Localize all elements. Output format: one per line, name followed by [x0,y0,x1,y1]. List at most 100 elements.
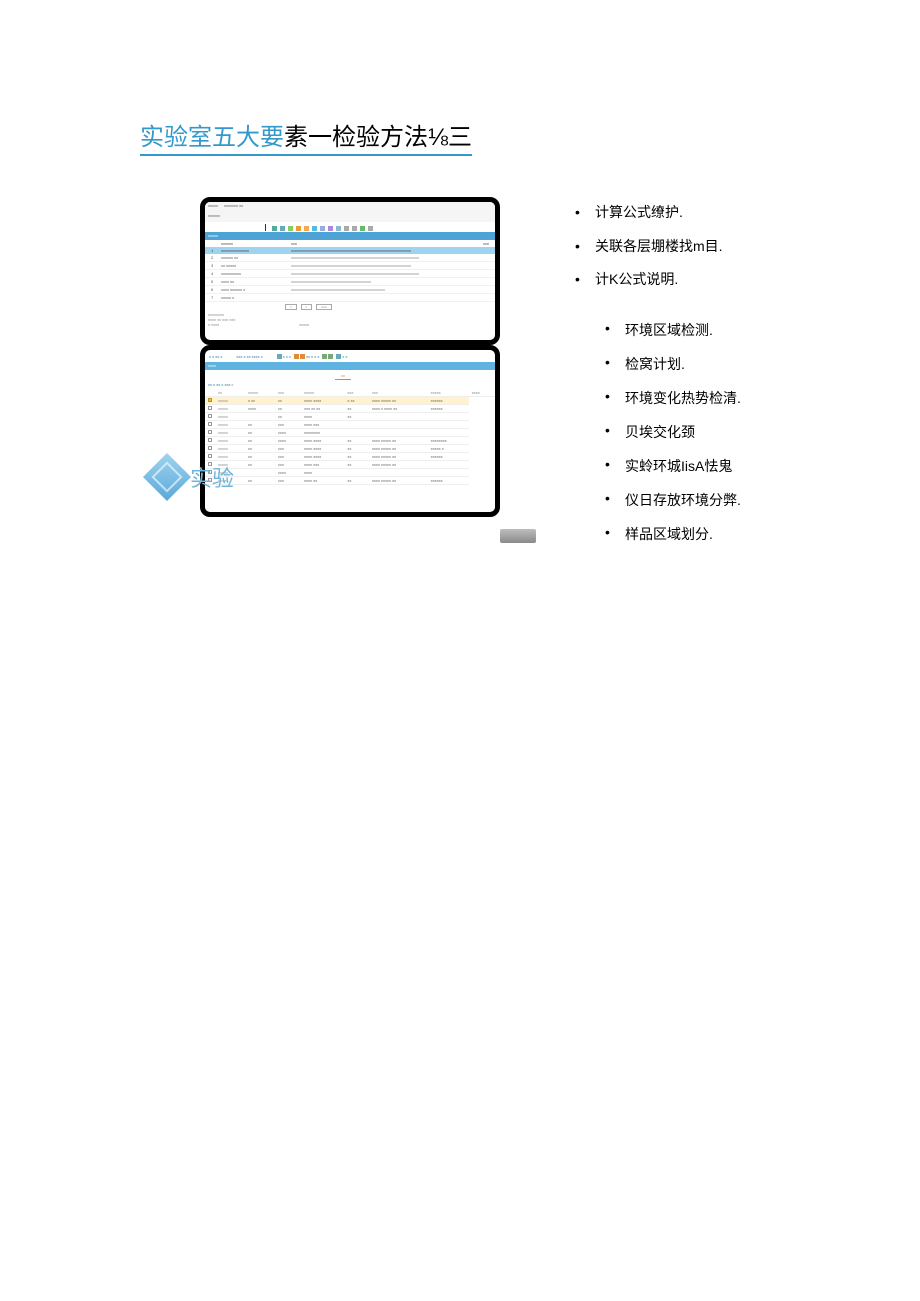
cell: xx [245,421,275,429]
toolbar-icon[interactable] [280,226,285,231]
toolbar-icon[interactable] [312,226,317,231]
breadcrumb-a: xxxxx [208,203,218,211]
section-label: xxxxx [208,233,218,238]
grid-bottom-col: xxxxx [428,389,469,397]
cell [428,469,469,477]
tb2-left[interactable]: x x xx x [209,354,222,359]
tab-active[interactable]: xx [335,372,351,380]
toolbar-icon[interactable] [296,226,301,231]
toolbar-icon[interactable] [368,226,373,231]
row-checkbox[interactable] [205,421,215,429]
grid-bottom-row[interactable]: xxxxxxxxxxxxxx xxxxxxxxx xxxxx xx [205,461,495,469]
cell: xxxxxx [428,397,469,405]
cell: xxxxxxxx [301,429,344,437]
toolbar-icon[interactable] [352,226,357,231]
grid-bottom-row[interactable]: xxxxxxxxxxxxxx xx xxxxxxxx x xxxx xxxxxx… [205,405,495,413]
breadcrumb-b: xxxxxxx xx [224,203,243,211]
tb2-icon[interactable] [328,354,333,359]
row-checkbox[interactable] [205,429,215,437]
page-title: 实验室五大要素一检验方法⅛三 [140,117,472,156]
cell: xxxx xxxxx xx [369,437,428,445]
grid-bottom-col: xxx [344,389,369,397]
grid-top-row[interactable]: 6xxxx xxxxxx xxxxxxxxxxxxxxxxxxxxxxxxxxx… [205,286,495,294]
toolbar-icon[interactable] [288,226,293,231]
cell: xxx [275,477,301,485]
btn-2[interactable]: x [301,304,313,310]
grid-top-row[interactable]: 4xxxxxxxxxxxxxxxxxxxxxxxxxxxxxxxxxxxxxxx… [205,270,495,278]
cell: xxx [275,453,301,461]
grid-bottom-col: xxxxx [245,389,275,397]
cell: xxxx xxxx [301,437,344,445]
row-checkbox[interactable] [205,397,215,405]
tb2-mid[interactable]: xxx x xx xxxx x [236,354,262,359]
cell: xxxx xxxx [301,397,344,405]
cell: xxxx xxxxx xx [369,445,428,453]
cell: xxxxxx [428,453,469,461]
grid-bottom-row[interactable]: xxxxxxxxxxxxxx xxx [205,421,495,429]
cell [344,421,369,429]
tb2-icon[interactable] [300,354,305,359]
cell-name: xxxx xx [221,279,291,284]
row-checkbox[interactable] [205,413,215,421]
row-checkbox[interactable] [205,405,215,413]
grid-bottom-row[interactable]: xxxxxx xxxxxxxx xxxxx xxxxxx xxxxx xxxxx… [205,397,495,405]
grid-bottom-row[interactable]: xxxxxxxxxxxxxx xxxxxxxx xxxxx xxxxxxxx [205,477,495,485]
row-checkbox[interactable] [205,437,215,445]
tb2-icon[interactable] [277,354,282,359]
grid-bottom-row[interactable]: xxxxxxxxxxxxx [205,469,495,477]
cell: xxxxx x [428,445,469,453]
grid-bottom-row[interactable]: xxxxxxxxxxxxxx xxxxxxxxxx xxxxx xxxxxxx … [205,445,495,453]
toolbar-icon[interactable] [320,226,325,231]
sub-bullet-item: 样品区域划分. [565,524,865,544]
section-band-2: xxxx [205,362,495,370]
grid-bottom-row[interactable]: xxxxxxxxxxxxxxxxxxx [205,429,495,437]
grid-bottom-col [205,389,215,397]
cell-desc [291,295,489,300]
toolbar-icon[interactable] [344,226,349,231]
col-right: xxx [469,241,489,246]
toolbar-icon[interactable] [328,226,333,231]
grid-top-row[interactable]: 2xxxxxx xxxxxxxxxxxxxxxxxxxxxxxxxxxxxxxx… [205,254,495,262]
cell: xxxx xxxxx xx [369,397,428,405]
cell [428,461,469,469]
cell [369,429,428,437]
footer-line-3b: xxxxx [299,323,309,328]
toolbar-icon[interactable] [272,226,277,231]
grid-bottom-col: xxx [369,389,428,397]
watermark: 实验 [150,460,234,494]
btn-1[interactable]: x [285,304,297,310]
toolbar-icon[interactable] [304,226,309,231]
cell: xxxx [275,437,301,445]
checkbox-icon [208,422,212,426]
cell-desc: xxxxxxxxxxxxxxxxxxxxxxxxxxxxxxxxxxxxxxxx… [291,287,489,292]
grid-top-row[interactable]: 5xxxx xxxxxxxxxxxxxxxxxxxxxxxxxxxxxxxxxx… [205,278,495,286]
grid-bottom-row[interactable]: xxxxxxxxxxxxxx xxxxxxxxxx xxxxx xxxxxxxx [205,453,495,461]
sub-bullet-item: 检窝计划. [565,354,865,374]
grid-top-row[interactable]: 3xx xxxxxxxxxxxxxxxxxxxxxxxxxxxxxxxxxxxx… [205,262,495,270]
tb2-icon[interactable] [294,354,299,359]
toolbar-icon[interactable] [360,226,365,231]
tab-bar: xx [205,370,495,380]
cell [344,429,369,437]
cell: xxxx [275,429,301,437]
cell [428,421,469,429]
tb2-group-2: xx x x x [294,354,319,359]
grid-bottom: xxxxxxxxxxxxxxxxxxxxxxxxxxxxxx xxxxxx xx… [205,389,495,485]
grid-top-highlight-row[interactable]: 1 xxxxxxxxxxxxxx xxxxxxxxxxxxxxxxxxxxxxx… [205,247,495,254]
grid-bottom-row[interactable]: xxxxxxxxxxxxxxx xxxxxxxxxx xxxxx xxxxxxx… [205,437,495,445]
grid-bottom-row[interactable]: xxxxxxxxxxxxx [205,413,495,421]
toolbar-icon[interactable] [336,226,341,231]
cell: xx [275,405,301,413]
checkbox-icon [208,446,212,450]
grid-bottom-col: xxxxx [301,389,344,397]
bullet-item: 计K公式说明. [565,270,865,290]
tb2-icon[interactable] [322,354,327,359]
footer-line-3a: x xxxx [208,323,219,328]
checkbox-icon [208,438,212,442]
btn-3[interactable]: xxxx [316,304,332,310]
tb2-icon[interactable] [336,354,341,359]
grid-bottom-header: xxxxxxxxxxxxxxxxxxxxxxxxxxxxxx [205,389,495,397]
grid-top-row[interactable]: 7xxxxx x [205,294,495,302]
row-checkbox[interactable] [205,445,215,453]
cell [344,469,369,477]
